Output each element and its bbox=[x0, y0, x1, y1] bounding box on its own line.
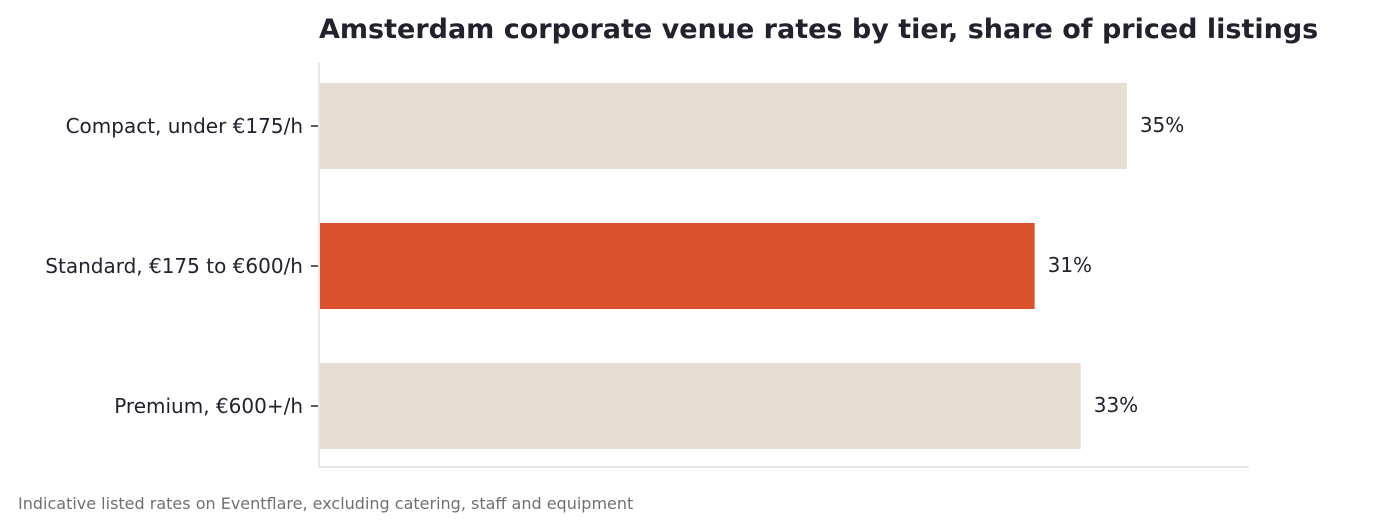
bar bbox=[320, 83, 1127, 169]
value-label: 35% bbox=[1140, 113, 1184, 137]
category-label: Compact, under €175/h bbox=[66, 114, 303, 138]
category-label: Standard, €175 to €600/h bbox=[45, 254, 303, 278]
bar bbox=[320, 363, 1081, 449]
category-label: Premium, €600+/h bbox=[114, 394, 303, 418]
value-label: 31% bbox=[1048, 253, 1092, 277]
footnote: Indicative listed rates on Eventflare, e… bbox=[18, 494, 633, 513]
value-label: 33% bbox=[1094, 393, 1138, 417]
bar bbox=[320, 223, 1035, 309]
bars-group: Compact, under €175/h 35% Standard, €175 t… bbox=[45, 83, 1184, 449]
chart-title: Amsterdam corporate venue rates by tier,… bbox=[319, 14, 1318, 45]
